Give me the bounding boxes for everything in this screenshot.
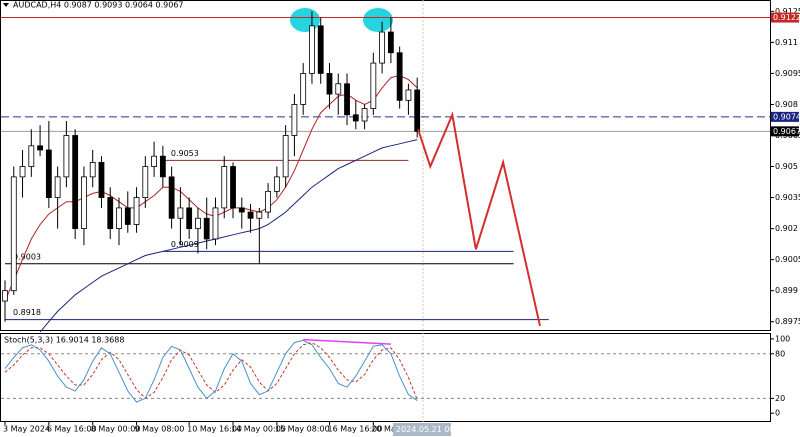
y-tick-label: 0.911: [775, 38, 798, 47]
candle-body: [177, 207, 184, 219]
cursor-label-box: [393, 423, 451, 436]
candle-body: [10, 176, 17, 292]
candle-body: [107, 197, 114, 230]
y-tick-label: 0.899: [775, 286, 798, 295]
candle-body: [116, 207, 122, 230]
price-label-box: [771, 111, 799, 122]
candle-body: [28, 145, 35, 167]
candle-body: [309, 25, 315, 74]
x-tick-label: 15 May 08:00: [275, 425, 330, 434]
x-tick-label: 9 May 08:00: [135, 425, 185, 434]
price-label: 0.9122: [773, 13, 800, 22]
candle-body: [230, 166, 236, 209]
candle-body: [186, 207, 193, 230]
top-marker: [363, 8, 393, 32]
x-tick-label: 16 May 16:00: [327, 425, 382, 434]
chart-title: AUDCAD,H4 0.9087 0.9093 0.9064 0.9067: [13, 1, 184, 10]
annotation-label: 0.9003: [13, 252, 41, 261]
x-tick-label: 8 May 00:00: [91, 425, 141, 434]
stoch-tick-label: 100: [775, 334, 790, 343]
annotation-label: 0.9053: [171, 149, 199, 158]
stoch-tick-label: 0: [775, 409, 780, 418]
candle-body: [212, 207, 219, 240]
moving-average: [39, 139, 418, 333]
menu-triangle: [3, 3, 9, 7]
candle-body: [317, 25, 324, 74]
y-tick-label: 0.9125: [775, 7, 800, 16]
candle-body: [168, 176, 175, 219]
candle-body: [300, 73, 307, 105]
candle-body: [291, 104, 298, 136]
price-label: 0.9074: [773, 112, 800, 121]
candle-body: [159, 155, 166, 178]
candle-body: [124, 207, 131, 225]
annotation-label: 0.9009: [171, 240, 199, 249]
x-tick-label: 3 May 2024: [3, 425, 50, 434]
y-tick-label: 0.9005: [775, 255, 800, 264]
candle-body: [195, 217, 201, 230]
candle-body: [344, 83, 350, 116]
stoch-signal: [4, 342, 418, 400]
stoch-main: [4, 339, 418, 403]
stoch-label: Stoch(5,3,3) 16.9014 18.3688: [4, 336, 124, 345]
candle-body: [98, 161, 105, 198]
candle-body: [396, 52, 403, 101]
divergence-line: [303, 338, 391, 345]
candle-body: [37, 145, 43, 151]
main-panel: [0, 0, 771, 331]
candle-body: [335, 83, 342, 95]
y-tick-label: 0.9095: [775, 69, 800, 78]
candle-body: [352, 114, 359, 122]
y-tick-label: 0.905: [775, 162, 798, 171]
candle-body: [379, 31, 386, 64]
candle-body: [89, 161, 96, 178]
price-label-box: [771, 126, 799, 137]
x-tick-label: 10 May 16:00: [187, 425, 242, 434]
candle-body: [63, 135, 70, 178]
candle-body: [2, 290, 8, 302]
candle-body: [265, 190, 272, 213]
candle-body: [273, 176, 280, 192]
top-marker: [290, 8, 320, 32]
candle-body: [72, 135, 79, 230]
cursor-label: 2024.05.21 08:00: [396, 425, 467, 434]
price-label: 0.9067: [773, 127, 800, 136]
stoch-panel: [0, 333, 771, 422]
candle-body: [414, 89, 421, 132]
x-tick-label: 6 May 16:00: [47, 425, 97, 434]
price-label-box: [771, 12, 799, 23]
annotation-label: 0.8918: [13, 308, 41, 317]
stoch-tick-label: 80: [775, 349, 785, 358]
y-tick-label: 0.9035: [775, 193, 800, 202]
candle-body: [238, 207, 245, 213]
candle-body: [282, 135, 289, 178]
projection: [417, 111, 541, 327]
candle-body: [370, 62, 377, 109]
candle-body: [203, 217, 210, 240]
candle-body: [45, 149, 52, 198]
candle-body: [405, 89, 412, 101]
x-tick-label: 14 May 00:00: [231, 425, 286, 434]
candle-body: [142, 166, 149, 198]
candle-body: [361, 108, 368, 122]
candle-body: [247, 211, 254, 219]
y-tick-label: 0.902: [775, 224, 798, 233]
candle-body: [81, 176, 87, 230]
candle-body: [54, 176, 61, 198]
candle-body: [221, 166, 228, 209]
candle-body: [19, 166, 26, 178]
candle-body: [387, 31, 394, 54]
candle-body: [326, 73, 333, 95]
candle-body: [256, 211, 263, 219]
y-tick-label: 0.908: [775, 100, 798, 109]
candle-body: [133, 197, 140, 225]
y-tick-label: 0.8975: [775, 317, 800, 326]
candle-body: [151, 155, 157, 167]
stoch-tick-label: 20: [775, 394, 785, 403]
